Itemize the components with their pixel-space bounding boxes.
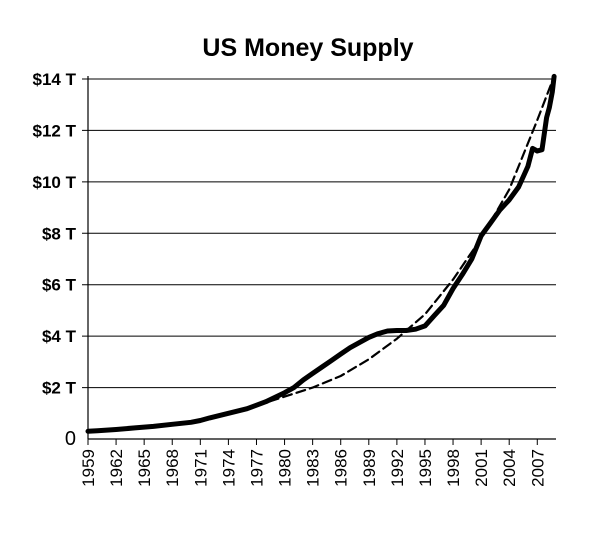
x-tick-label: 1989 (360, 449, 379, 487)
x-tick-label: 1983 (304, 449, 323, 487)
x-tick-label: 1959 (79, 449, 98, 487)
x-tick-label: 2007 (528, 449, 547, 487)
x-tick-label: 1974 (219, 449, 238, 487)
y-axis-ticks: 0 $2 T $4 T $6 T $8 T $10 T $12 T $14 T (33, 70, 77, 450)
y-tick-label: $6 T (42, 276, 77, 295)
x-tick-label: 2004 (500, 449, 519, 487)
y-tick-label: 0 (65, 428, 76, 450)
x-tick-label: 1986 (332, 449, 351, 487)
trend-line-dashed (255, 75, 556, 407)
x-tick-label: 1968 (163, 449, 182, 487)
y-tick-label: $4 T (42, 327, 77, 346)
x-tick-label: 1998 (444, 449, 463, 487)
x-tick-label: 1977 (247, 449, 266, 487)
x-tick-label: 1980 (276, 449, 295, 487)
series-group (85, 73, 557, 434)
chart-title: US Money Supply (202, 34, 413, 62)
y-tick-label: $12 T (33, 121, 77, 140)
y-tick-label: $10 T (33, 173, 77, 192)
gridlines (82, 78, 556, 389)
money-supply-line (85, 73, 557, 434)
x-axis-ticks: 1959 1962 1965 1968 1971 1974 1977 1980 1983 1986… (79, 439, 547, 487)
y-tick-label: $8 T (42, 224, 77, 243)
x-tick-label: 1995 (416, 449, 435, 487)
x-tick-label: 1962 (107, 449, 126, 487)
x-tick-label: 2001 (472, 449, 491, 487)
y-tick-label: $14 T (33, 70, 77, 89)
y-tick-label: $2 T (42, 379, 77, 398)
x-tick-label: 1971 (191, 449, 210, 487)
x-tick-label: 1992 (388, 449, 407, 487)
x-tick-label: 1965 (135, 449, 154, 487)
